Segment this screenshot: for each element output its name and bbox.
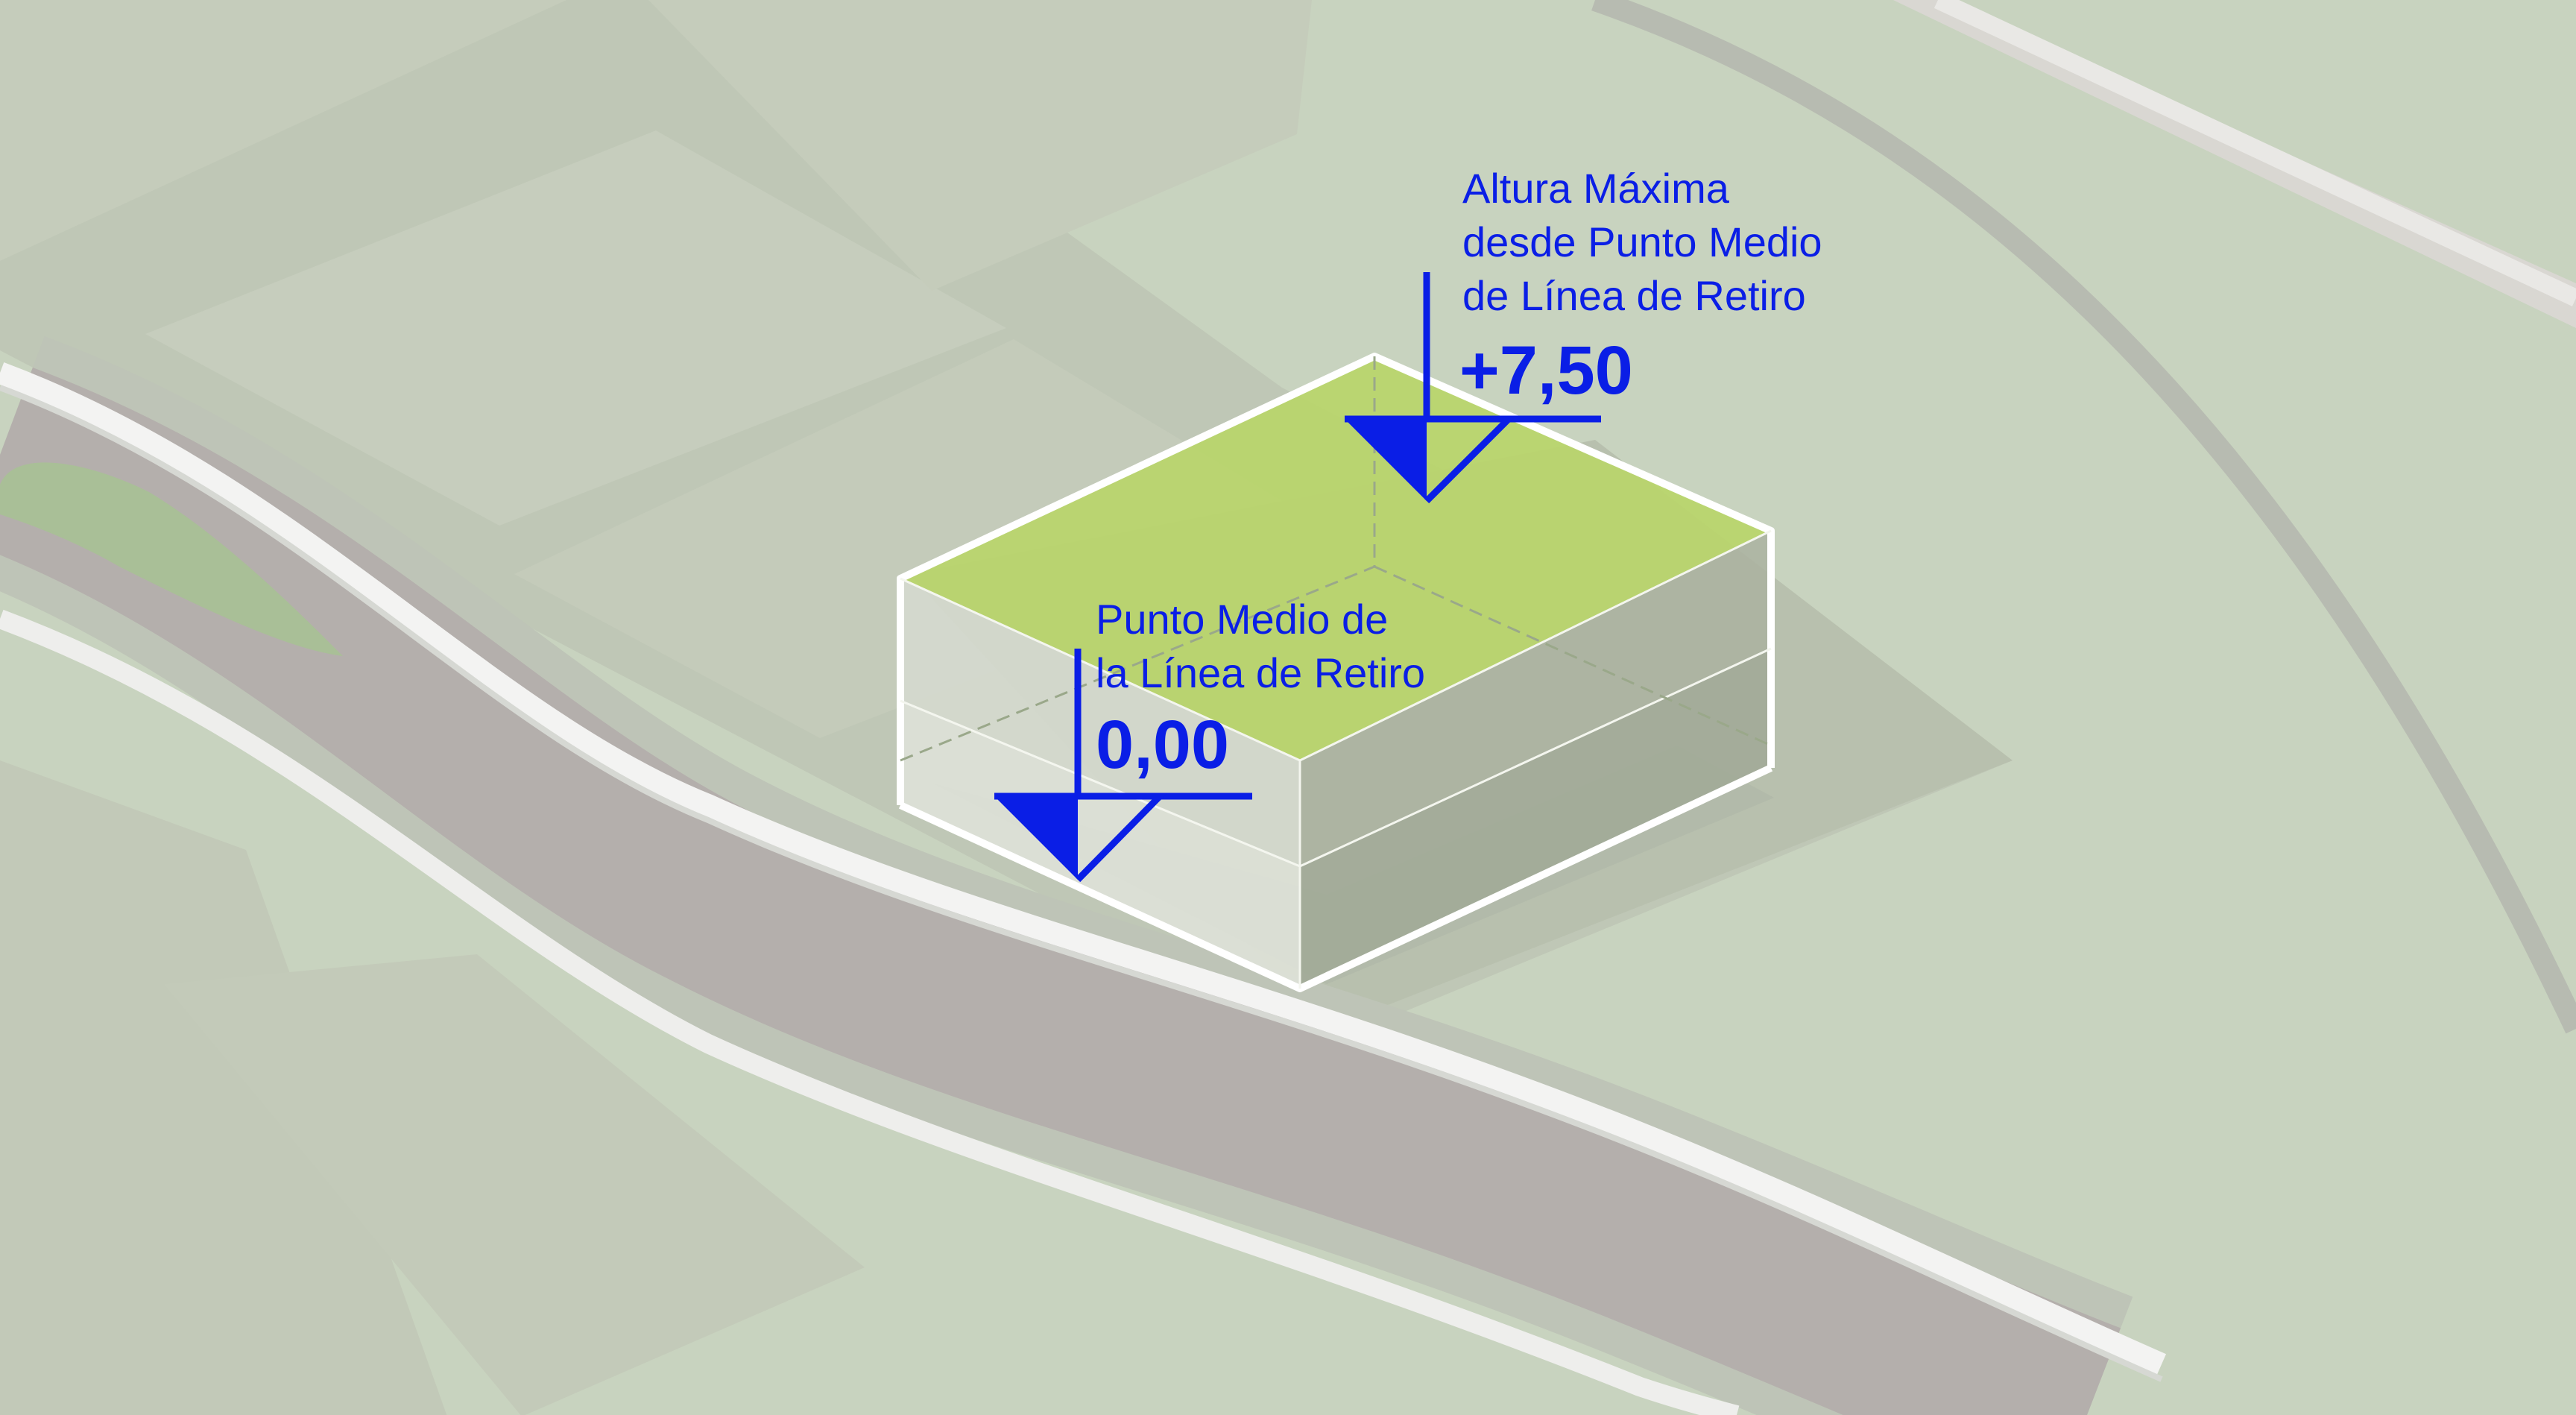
sidewalk-upper-edge [0,385,2163,1382]
main-road [0,335,2167,1415]
green-median [0,462,343,656]
base-level-arrow-outline [1075,792,1168,883]
max-height-value: +7,50 [1459,333,1633,409]
sidewalk-upper [0,362,2167,1375]
building-volume [897,353,1775,992]
upper-road [1893,0,2576,328]
upper-road-edge [1933,0,2576,306]
svg-text:Altura Máxima desde Punt: Altura Máxima desde Punto Medio de Línea… [1462,165,1834,319]
building-lower-band-right [1300,649,1771,989]
max-height-label-line-3: de Línea de Retiro [1462,272,1806,319]
max-height-label-line-1: Altura Máxima [1462,165,1730,212]
building-lower-band-left [900,701,1300,989]
max-height-marker: Altura Máxima desde Punto Medio de Línea… [1345,165,1834,504]
road-asphalt [0,367,2121,1415]
curved-path [1591,0,2576,1034]
building-inner-edges [900,529,1772,989]
base-level-arrow [994,796,1078,880]
max-height-arrow [1345,419,1427,501]
lot-parcel [648,0,1312,291]
lot-parcel [164,954,865,1415]
lot-parcel [514,339,1342,738]
svg-text:Punto Medio de la Línea: Punto Medio de la Línea de Retiro [1096,596,1425,696]
max-height-arrow-outline [1424,415,1517,504]
lot-parcel [0,0,566,261]
building-roof [900,356,1771,760]
building-hidden-edges [900,356,1772,762]
lot-parcel [0,760,447,1415]
max-height-label-line-2: desde Punto Medio [1462,218,1822,265]
base-level-label-line-2: la Línea de Retiro [1096,649,1425,696]
base-level-value: 0,00 [1096,707,1229,783]
sidewalk-lower [0,609,1740,1415]
lot-parcel [145,130,1006,526]
base-level-marker: Punto Medio de la Línea de Retiro 0,00 [994,596,1425,883]
base-level-label-line-1: Punto Medio de [1096,596,1388,643]
